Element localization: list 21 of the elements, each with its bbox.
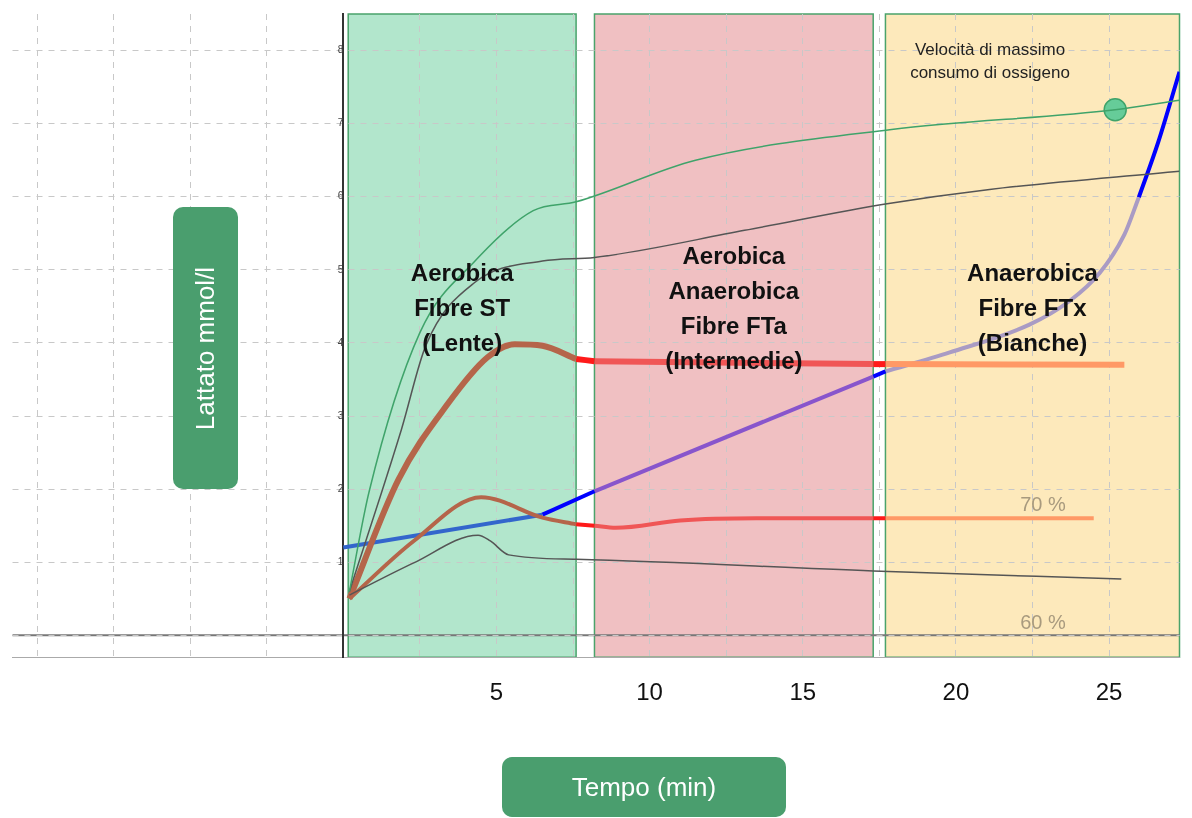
y-tick-label: 7 — [337, 117, 344, 129]
y-tick-label: 3 — [337, 409, 344, 421]
x-tick-label: 10 — [636, 678, 663, 706]
band-label: Anaerobica Fibre FTx (Bianche) — [967, 258, 1099, 356]
y-tick-label: 5 — [337, 263, 344, 275]
label-tag: Tempo (min) — [502, 757, 786, 817]
y-tick-label: 6 — [337, 190, 344, 202]
y-axis-title: Lattato mmol/l — [190, 266, 221, 430]
band-label: Aerobica Anaerobica Fibre FTa (Intermedie) — [665, 241, 803, 374]
y-tick-label: 2 — [337, 482, 344, 494]
x-tick-label: 15 — [789, 678, 817, 706]
annotation: 70 % — [1020, 492, 1067, 515]
x-tick-label: 25 — [1095, 678, 1123, 706]
x-tick-label: 5 — [489, 678, 504, 706]
annotation: Velocità di massimo consumo di ossigeno — [910, 40, 1070, 83]
y-tick-label: 1 — [337, 555, 344, 567]
label-tag: Lattato mmol/l — [173, 207, 238, 489]
y-tick-label: 8 — [337, 44, 344, 56]
x-tick-label: 20 — [942, 678, 970, 706]
annotation: 60 % — [1020, 610, 1067, 633]
y-tick-label: 4 — [337, 336, 344, 348]
